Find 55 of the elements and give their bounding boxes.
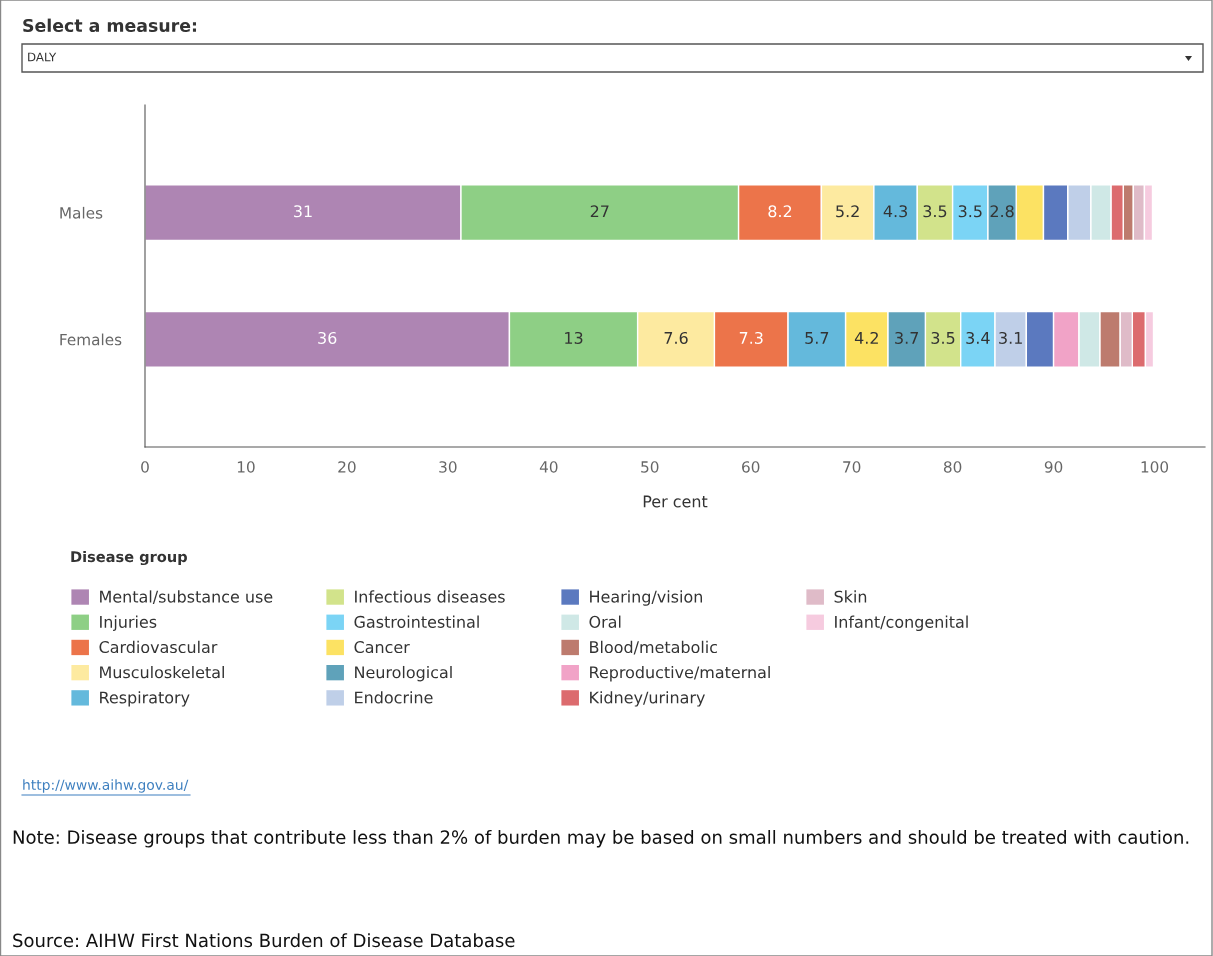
x-tick-label: 80 [943,461,962,473]
x-tick-label: 90 [1044,461,1063,473]
x-tick-label: 0 [141,461,149,473]
legend-label: Endocrine [355,691,433,704]
x-tick-label: 50 [641,461,659,473]
data-label: 27 [590,205,609,218]
data-label: 4.3 [883,205,907,218]
legend-label: Blood/metabolic [590,640,718,655]
x-tick-label: 30 [439,461,457,473]
text: Note: Disease groups that contribute less than 2% of burden may be based on small numbers and should be treated with caution. [13,830,1189,848]
data-label: 36 [318,331,337,344]
data-label: 7.3 [739,331,763,344]
legend-label: Infectious diseases [355,590,505,603]
legend-label: Infant/congenital [835,615,968,632]
legend-label: Kidney/urinary [590,691,705,707]
data-label: 5.7 [805,332,829,344]
x-tick-label: 60 [742,461,760,473]
text: Select a measure: [23,18,197,33]
data-label: 3.1 [999,331,1022,344]
x-tick-label: 20 [338,461,356,473]
x-tick-label: 100 [1141,461,1169,473]
legend-label: Neurological [355,665,452,682]
legend-label: Mental/substance use [100,590,273,604]
legend-label: Musculoskeletal [100,665,224,679]
legend-label: Respiratory [100,691,190,707]
data-label: 13 [565,331,583,344]
legend-label: Reproductive/maternal [590,665,770,682]
legend-label: Cancer [354,641,410,654]
data-label: 3.5 [958,205,982,218]
legend-title: Disease group [71,550,187,566]
legend-label: Injuries [100,615,157,632]
data-label: 4.2 [854,331,878,344]
data-label: 2.8 [990,205,1014,218]
text: DALY [28,52,57,62]
y-tick-label: Females [60,333,122,346]
legend-label: Hearing/vision [590,590,702,606]
legend-label: Cardiovascular [99,640,218,654]
x-tick-label: 40 [539,461,558,473]
data-label: 31 [294,205,312,218]
data-label: 3.5 [923,205,947,218]
x-tick-label: 70 [843,461,861,473]
data-label: 3.5 [931,331,955,344]
data-label: 3.7 [895,331,919,344]
source-note: Source: AIHW First Nations Burden of Disease Database [13,933,515,948]
text: http://www.aihw.gov.au/ [23,779,189,793]
legend-label: Oral [589,615,621,628]
data-label: 7.6 [664,331,688,344]
legend-label: Skin [834,590,867,603]
data-label: 8.2 [768,205,792,218]
data-label: 5.2 [836,205,859,218]
data-label: 3.4 [966,331,990,344]
y-tick-label: Males [60,206,103,219]
legend-label: Gastrointestinal [354,615,479,628]
x-axis-title: Per cent [643,495,708,508]
x-tick-label: 10 [237,461,255,473]
